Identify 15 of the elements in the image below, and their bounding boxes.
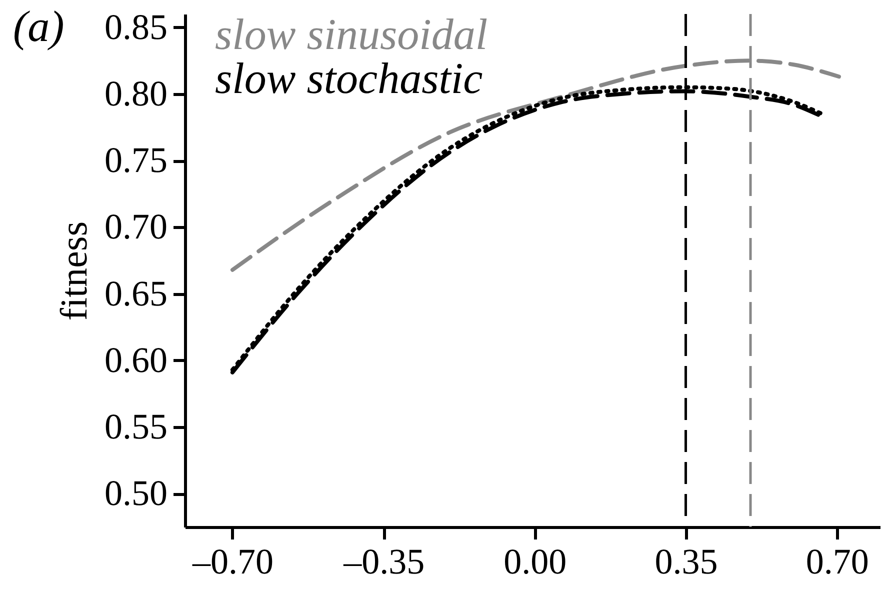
y-tick-label: 0.60 xyxy=(104,340,168,380)
y-tick-label: 0.70 xyxy=(104,206,168,247)
x-tick-label: 0.35 xyxy=(654,542,718,582)
y-tick-label: 0.80 xyxy=(104,73,168,114)
x-tick-label: 0.70 xyxy=(806,542,869,582)
y-tick-label: 0.85 xyxy=(104,6,168,47)
y-axis-title: fitness xyxy=(54,221,96,321)
x-tick-label: 0.00 xyxy=(504,542,567,582)
y-tick-label: 0.75 xyxy=(104,140,168,180)
x-tick-label: –0.35 xyxy=(342,542,425,582)
y-tick-label: 0.55 xyxy=(104,406,168,447)
y-tick-label: 0.65 xyxy=(104,273,168,314)
text: (a) xyxy=(13,2,64,51)
y-tick-label: 0.50 xyxy=(104,473,168,514)
x-tick-label: –0.70 xyxy=(191,542,274,582)
